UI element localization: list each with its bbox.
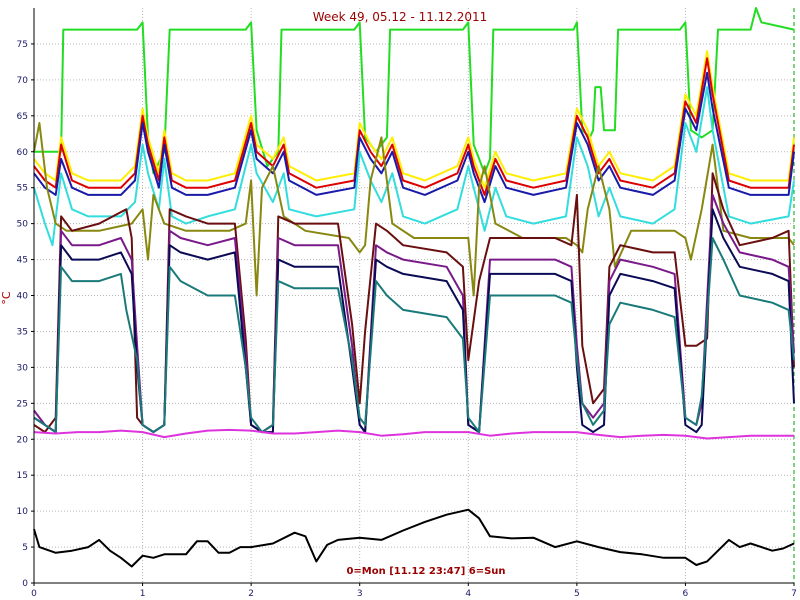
x-tick-label: 1 <box>140 589 146 599</box>
y-tick-label: 10 <box>17 507 29 517</box>
series-line-5 <box>33 122 795 297</box>
series-line-8 <box>33 208 795 434</box>
series-line-3 <box>33 71 795 204</box>
y-tick-label: 45 <box>17 256 28 266</box>
y-tick-label: 20 <box>17 435 29 445</box>
chart-footer: 0=Mon [11.12 23:47] 6=Sun <box>346 566 505 577</box>
grid <box>33 8 795 584</box>
x-tick-label: 6 <box>683 589 689 599</box>
series-line-0 <box>34 7 795 175</box>
y-tick-label: 75 <box>17 40 28 50</box>
x-tick-label: 5 <box>574 589 580 599</box>
series-line-2 <box>33 57 795 196</box>
series-line-4 <box>33 86 795 247</box>
series-line-7 <box>33 193 795 434</box>
y-axis-label: °C <box>0 291 13 305</box>
series-lines <box>33 7 795 568</box>
x-tick-label: 3 <box>357 589 363 599</box>
y-tick-label: 65 <box>17 112 28 122</box>
y-tick-label: 60 <box>17 148 29 158</box>
y-tick-label: 30 <box>17 363 29 373</box>
x-tick-label: 2 <box>248 589 254 599</box>
y-tick-label: 5 <box>22 543 28 553</box>
series-line-1 <box>33 50 795 189</box>
y-tick-label: 40 <box>17 292 29 302</box>
series-line-11 <box>33 508 795 568</box>
x-tick-label: 7 <box>791 589 797 599</box>
y-tick-label: 35 <box>17 327 28 337</box>
y-tick-label: 55 <box>17 184 28 194</box>
x-tick-label: 4 <box>465 589 471 599</box>
y-tick-label: 0 <box>22 579 28 589</box>
y-tick-label: 50 <box>17 220 29 230</box>
y-tick-label: 25 <box>17 399 28 409</box>
y-tick-label: 15 <box>17 471 28 481</box>
y-tick-label: 70 <box>17 76 29 86</box>
series-line-9 <box>33 237 795 434</box>
series-line-6 <box>33 172 795 434</box>
series-line-10 <box>33 428 794 440</box>
chart-title: Week 49, 05.12 - 11.12.2011 <box>313 10 488 24</box>
x-tick-label: 0 <box>31 589 37 599</box>
